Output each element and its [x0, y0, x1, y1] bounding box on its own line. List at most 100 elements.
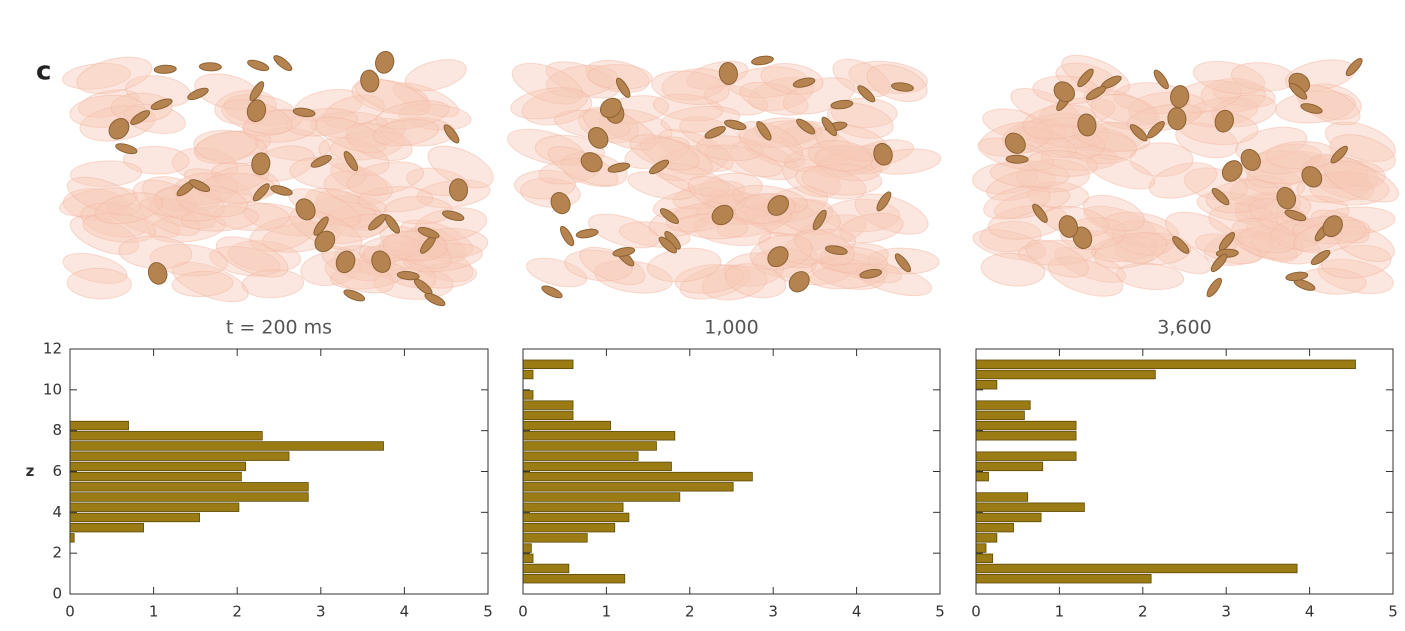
y-tick-label: 10: [43, 380, 62, 398]
x-tick-label: 5: [935, 603, 945, 621]
chart-title: t = 200 ms: [226, 317, 332, 339]
bar: [976, 554, 993, 563]
bar: [523, 360, 573, 369]
bar: [976, 370, 1155, 379]
bar: [976, 503, 1084, 512]
bar: [976, 360, 1355, 369]
bar: [523, 411, 573, 420]
bar: [523, 431, 675, 440]
particle: [373, 49, 396, 75]
bar: [523, 503, 623, 512]
bar: [976, 513, 1041, 522]
bar: [976, 564, 1297, 573]
y-tick-label: 8: [52, 421, 62, 439]
particle: [272, 53, 294, 73]
bar: [523, 483, 733, 492]
bar: [70, 472, 241, 481]
x-tick-label: 2: [685, 603, 695, 621]
bar: [523, 534, 587, 543]
bar: [523, 513, 629, 522]
particle: [449, 179, 468, 202]
particle: [270, 184, 293, 197]
bar: [976, 462, 1043, 471]
bar: [523, 472, 752, 481]
x-tick-label: 3: [316, 603, 326, 621]
bar: [976, 472, 989, 481]
particle: [246, 58, 269, 73]
bar: [976, 523, 1014, 532]
particle: [199, 62, 221, 71]
plot-frame: [70, 349, 488, 594]
bar: [70, 442, 384, 451]
bar: [976, 574, 1151, 583]
bar: [976, 411, 1024, 420]
y-tick-label: 6: [52, 462, 62, 480]
chart-title: 3,600: [1157, 317, 1211, 339]
bar: [70, 534, 74, 543]
bar: [523, 421, 611, 430]
x-tick-label: 3: [1221, 603, 1231, 621]
bar: [70, 513, 200, 522]
bar: [976, 452, 1076, 461]
y-tick-label: 0: [52, 585, 62, 603]
bar: [523, 391, 533, 400]
bar: [523, 544, 531, 553]
bar: [70, 503, 239, 512]
bar: [523, 370, 533, 379]
bar: [523, 554, 533, 563]
particle: [558, 225, 576, 248]
x-tick-label: 4: [1305, 603, 1315, 621]
panel-label: c: [36, 57, 51, 87]
x-tick-label: 2: [1138, 603, 1148, 621]
bar: [976, 431, 1076, 440]
x-tick-label: 0: [65, 603, 75, 621]
bar: [523, 401, 573, 410]
bar: [976, 380, 997, 389]
x-tick-label: 0: [518, 603, 528, 621]
figure: c t = 200 msz0123450246810121,0000123453…: [0, 0, 1405, 627]
x-tick-label: 1: [602, 603, 612, 621]
x-tick-label: 3: [768, 603, 778, 621]
chart-title: 1,000: [704, 317, 758, 339]
bar: [70, 421, 129, 430]
particle: [612, 246, 635, 258]
y-tick-label: 12: [43, 340, 62, 358]
x-tick-label: 2: [232, 603, 242, 621]
bar: [523, 493, 680, 502]
bar: [70, 452, 289, 461]
x-tick-label: 0: [971, 603, 981, 621]
x-tick-label: 5: [1388, 603, 1398, 621]
bar: [523, 523, 615, 532]
x-tick-label: 5: [483, 603, 493, 621]
x-tick-label: 1: [1055, 603, 1065, 621]
particle: [1205, 276, 1224, 299]
particle: [1006, 155, 1028, 163]
bar: [523, 442, 656, 451]
bar: [976, 421, 1076, 430]
y-tick-label: 4: [52, 503, 62, 521]
bar: [976, 544, 986, 553]
bar: [976, 401, 1030, 410]
bar: [523, 564, 569, 573]
bar: [976, 493, 1028, 502]
particle: [576, 228, 599, 239]
plot-frame: [523, 349, 940, 594]
y-tick-label: 2: [52, 544, 62, 562]
bar: [523, 574, 625, 583]
bar: [70, 431, 262, 440]
particle: [751, 55, 774, 66]
bar: [523, 452, 638, 461]
x-tick-label: 1: [149, 603, 159, 621]
bar: [70, 523, 144, 532]
bar: [70, 483, 308, 492]
bar: [976, 534, 997, 543]
bar: [523, 462, 671, 471]
x-tick-label: 4: [852, 603, 862, 621]
plot-frame: [976, 349, 1393, 594]
bar: [70, 462, 246, 471]
x-tick-label: 4: [400, 603, 410, 621]
y-axis-label: z: [26, 462, 35, 480]
bar: [70, 493, 308, 502]
illustrations: [57, 47, 1403, 310]
particle: [154, 65, 176, 74]
